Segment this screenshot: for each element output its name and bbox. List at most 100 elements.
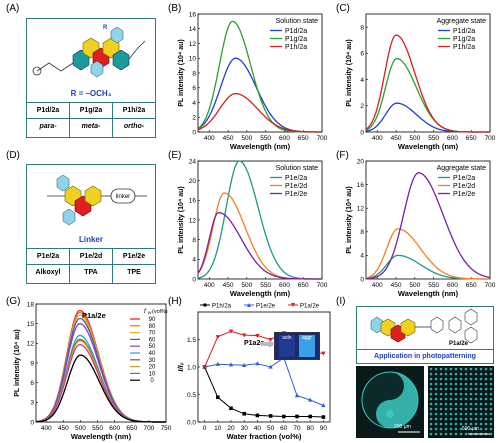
x-tick-label: 40 bbox=[254, 425, 262, 432]
state-annotation: Aggregate state bbox=[437, 18, 487, 25]
pattern-dot bbox=[449, 402, 453, 406]
x-tick-label: 30 bbox=[241, 425, 249, 432]
pattern-dot bbox=[454, 407, 458, 411]
pattern-dot bbox=[429, 422, 433, 426]
x-tick-label: 650 bbox=[298, 282, 309, 289]
pattern-dot bbox=[479, 412, 483, 416]
legend-label: P1d/2a bbox=[285, 28, 307, 35]
x-tick-label: 650 bbox=[466, 282, 477, 289]
y-tick-label: 0 bbox=[30, 419, 34, 426]
pattern-dot bbox=[459, 377, 463, 381]
legend-label: 50 bbox=[149, 344, 156, 350]
pattern-dot bbox=[429, 417, 433, 421]
y-tick-label: 12 bbox=[189, 217, 197, 224]
legend-marker bbox=[291, 303, 295, 307]
pattern-dot bbox=[479, 387, 483, 391]
x-tick-label: 700 bbox=[143, 425, 154, 432]
aggr-label: aggr bbox=[301, 335, 312, 341]
pattern-dot bbox=[429, 432, 433, 436]
pattern-dot bbox=[474, 412, 478, 416]
pattern-dot bbox=[429, 397, 433, 401]
y-axis-label: I/I₀ bbox=[176, 362, 185, 371]
pattern-dot bbox=[474, 382, 478, 386]
pattern-dot bbox=[489, 432, 493, 436]
pattern-dot bbox=[489, 397, 493, 401]
x-tick-label: 700 bbox=[317, 135, 328, 142]
pattern-dot bbox=[454, 397, 458, 401]
legend-label: 20 bbox=[149, 365, 156, 371]
pattern-dot bbox=[444, 402, 448, 406]
x-tick-label: 500 bbox=[75, 425, 86, 432]
pattern-dot bbox=[484, 407, 488, 411]
pattern-dot bbox=[464, 407, 468, 411]
pattern-dot bbox=[444, 417, 448, 421]
pattern-dot bbox=[479, 392, 483, 396]
pattern-dot bbox=[454, 367, 458, 371]
y-axis-label: PL intensity (10⁴ au) bbox=[178, 186, 185, 254]
legend-label: P1e/2d bbox=[285, 183, 307, 190]
series-line-P1h-2a bbox=[204, 366, 324, 418]
y-tick-label: 0.5 bbox=[187, 392, 196, 399]
pattern-dot bbox=[489, 412, 493, 416]
data-point bbox=[308, 414, 312, 419]
y-tick-label: 12 bbox=[27, 341, 35, 348]
x-tick-label: 60 bbox=[280, 425, 288, 432]
pattern-dot bbox=[469, 382, 473, 386]
pattern-dot bbox=[454, 412, 458, 416]
x-tick-label: 550 bbox=[428, 282, 439, 289]
y-tick-label: 8 bbox=[360, 229, 364, 236]
pattern-dot bbox=[454, 382, 458, 386]
pattern-dot bbox=[429, 372, 433, 376]
panel-letter-i: (I) bbox=[336, 296, 346, 307]
linker-header: Linker bbox=[78, 235, 103, 244]
pattern-dot bbox=[464, 397, 468, 401]
linker-kind-d-3: TPE bbox=[127, 269, 141, 276]
pattern-dot bbox=[469, 402, 473, 406]
y-tick-label: 1.0 bbox=[187, 364, 196, 371]
pattern-dot bbox=[434, 397, 438, 401]
pattern-dot bbox=[479, 407, 483, 411]
pattern-dot bbox=[484, 417, 488, 421]
pattern-dot bbox=[459, 367, 463, 371]
pattern-dot bbox=[489, 402, 493, 406]
pattern-dot bbox=[459, 407, 463, 411]
pattern-dot bbox=[439, 367, 443, 371]
y-tick-label: 16 bbox=[189, 198, 197, 205]
linker-kind-d-1: Alkoxyl bbox=[35, 269, 61, 276]
chart-g-title: P1a/2e bbox=[82, 311, 106, 320]
pattern-dot bbox=[429, 392, 433, 396]
x-axis-label: Water fraction (vol%) bbox=[227, 432, 302, 441]
series-line-P1e-2e bbox=[197, 211, 322, 280]
x-tick-label: 650 bbox=[126, 425, 137, 432]
pattern-dot bbox=[489, 372, 493, 376]
pattern-dot bbox=[449, 377, 453, 381]
legend-title-w: w bbox=[148, 310, 152, 315]
data-point bbox=[255, 361, 260, 366]
plot-frame bbox=[365, 160, 491, 280]
pattern-dot bbox=[454, 392, 458, 396]
pattern-dot bbox=[449, 382, 453, 386]
pattern-dot bbox=[469, 377, 473, 381]
pattern-dot bbox=[429, 407, 433, 411]
y-tick-label: 20 bbox=[189, 178, 197, 185]
soln-label: soln bbox=[282, 335, 292, 341]
x-tick-label: 700 bbox=[485, 282, 496, 289]
pattern-dot bbox=[459, 387, 463, 391]
pattern-dot bbox=[434, 382, 438, 386]
pattern-dot bbox=[459, 427, 463, 431]
pattern-dot bbox=[489, 382, 493, 386]
legend-label: P1h/2a bbox=[212, 304, 232, 310]
pattern-dot bbox=[444, 422, 448, 426]
y-tick-label: 2 bbox=[192, 115, 196, 122]
x-tick-label: 20 bbox=[227, 425, 235, 432]
pattern-dot bbox=[434, 402, 438, 406]
pattern-dot bbox=[489, 392, 493, 396]
pattern-dot bbox=[464, 382, 468, 386]
pattern-dot bbox=[429, 387, 433, 391]
chart-h: 0 10 20 30 40 50 60 70 80 90 0.0 0.5 1.0 1.5 Water fra… bbox=[176, 303, 331, 441]
pattern-dot bbox=[429, 412, 433, 416]
pattern-dot bbox=[444, 412, 448, 416]
pattern-dot bbox=[449, 387, 453, 391]
y-tick-label: 16 bbox=[189, 11, 197, 18]
pattern-dot bbox=[439, 427, 443, 431]
